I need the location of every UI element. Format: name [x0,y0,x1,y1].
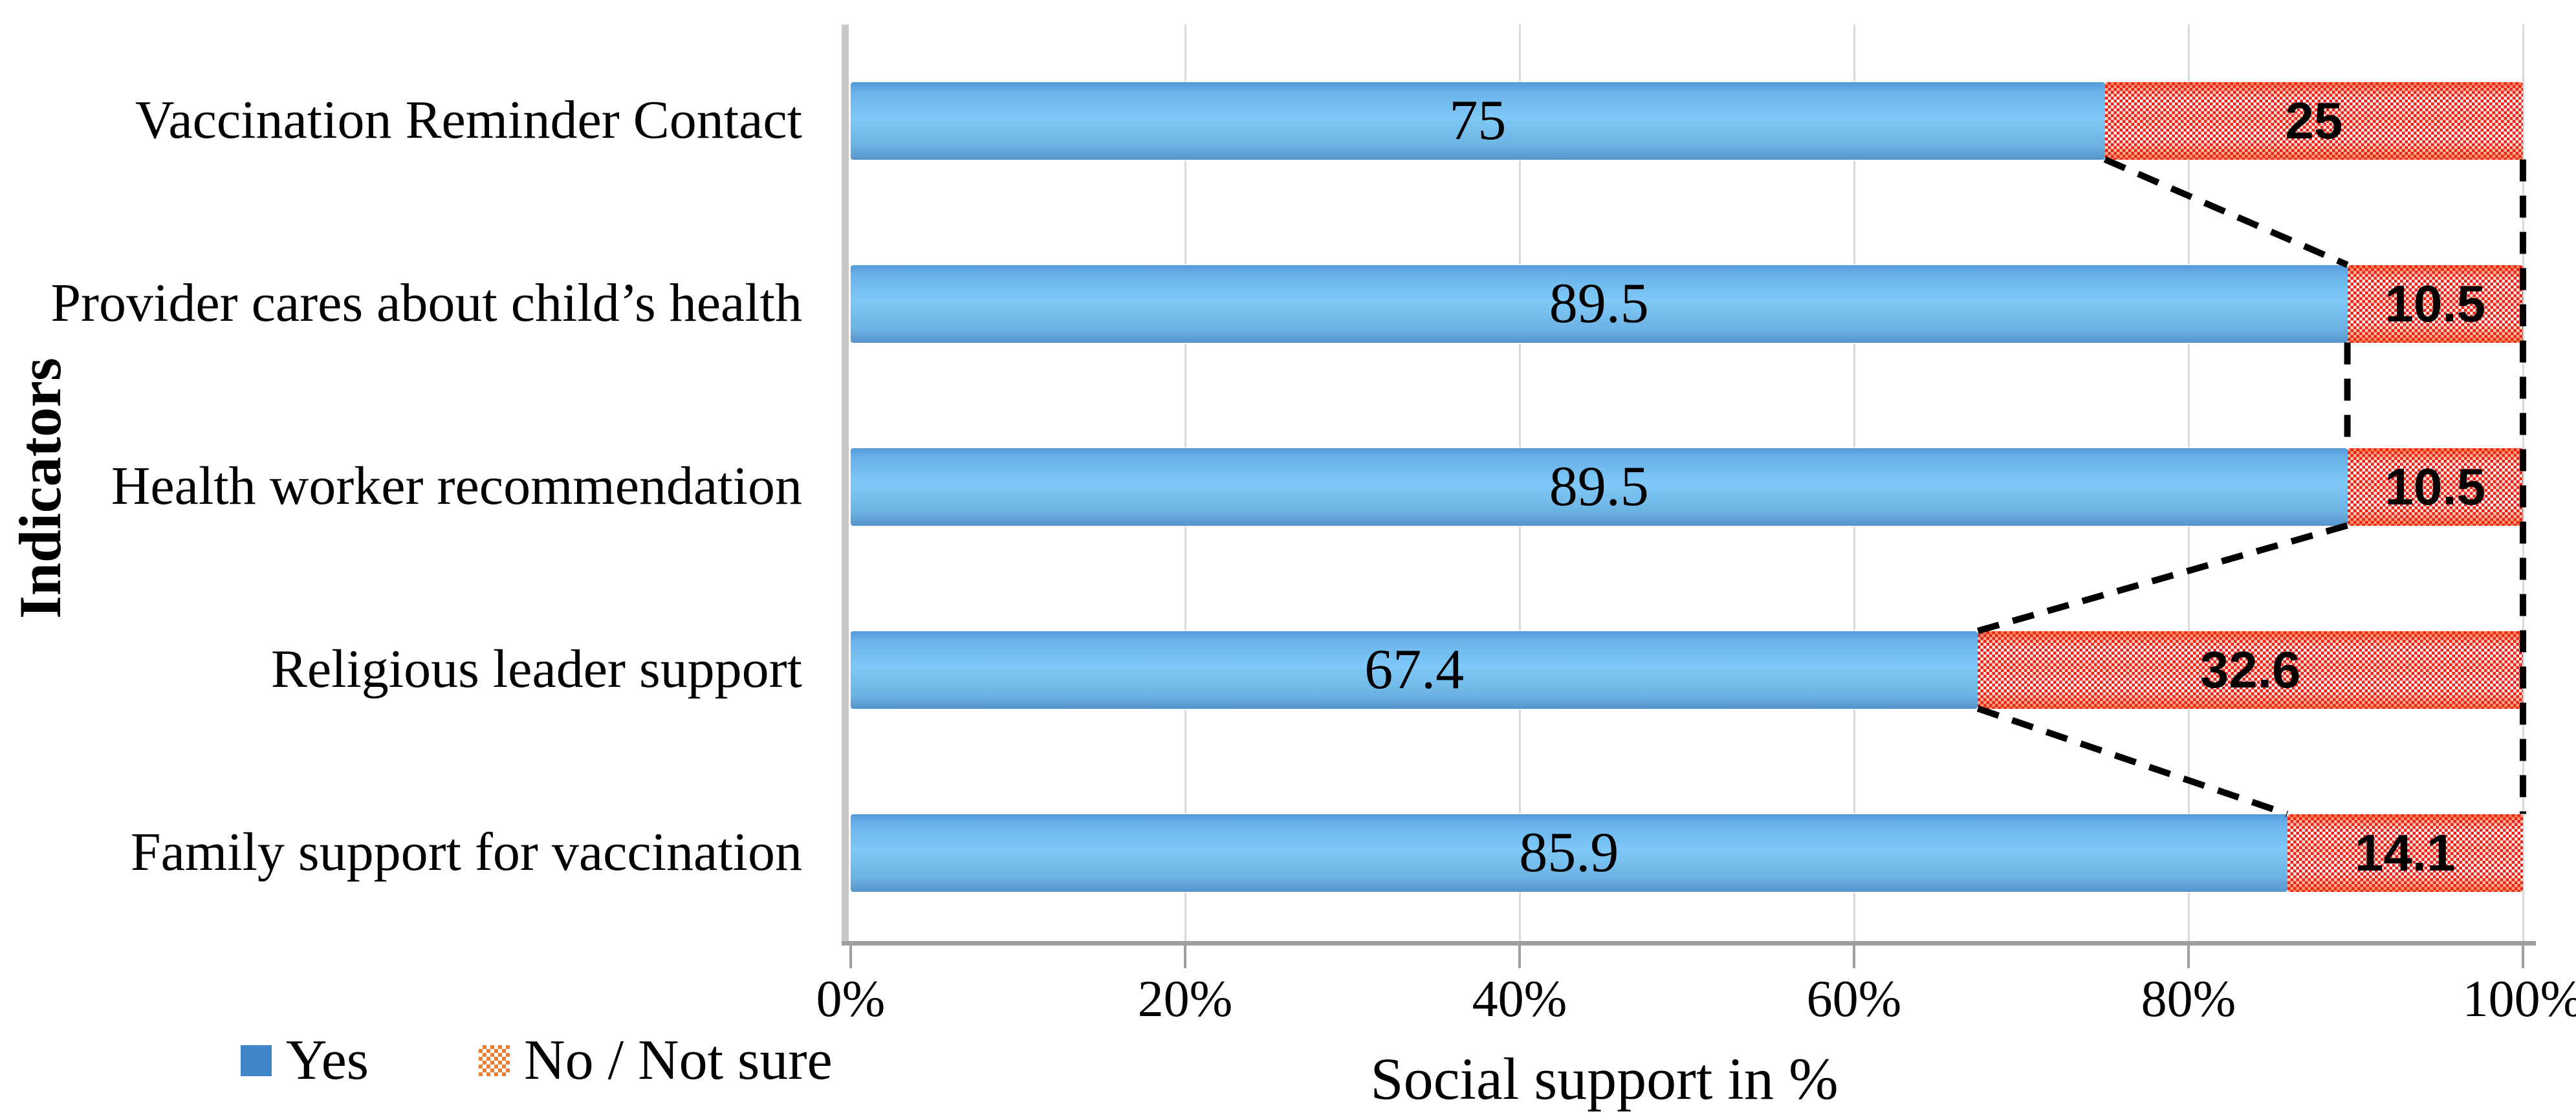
legend-swatch-no-pattern [479,1045,510,1076]
value-label-no: 32.6 [2199,640,2301,698]
category-label: Provider cares about child’s health [50,273,802,334]
legend-label: Yes [286,1029,369,1092]
bar-segment-no: 25 [2104,81,2523,160]
legend-item: No / Not sure [479,1032,833,1089]
value-label-yes: 89.5 [1549,272,1649,335]
value-label-yes: 89.5 [1549,455,1649,518]
bar-segment-no: 10.5 [2347,448,2523,526]
x-tick-label: 60% [1806,971,1902,1028]
bar-segment-yes: 75 [851,81,2105,160]
x-tick-label: 20% [1137,971,1233,1028]
value-label-no: 25 [2285,91,2343,149]
bar-row: 67.4 32.6 [851,631,2523,709]
bar-segment-yes: 85.9 [851,814,2287,892]
category-label: Health worker recommendation [111,456,802,517]
bar-row: 75 25 [851,81,2523,160]
bar-row: 89.5 10.5 [851,265,2523,343]
series-line [1976,705,2289,817]
x-tick-label: 40% [1472,971,1567,1028]
legend: Yes No / Not sure [241,1032,833,1089]
category-label: Religious leader support [270,639,802,700]
axis-tick [2187,945,2190,968]
bar-row: 85.9 14.1 [851,814,2523,892]
bar-segment-no: 32.6 [1978,631,2523,709]
category-label: Vaccination Reminder Contact [135,90,802,151]
axis-tick [1518,945,1521,968]
axis-tick [1184,945,1186,968]
legend-label: No / Not sure [524,1029,833,1092]
series-line [1976,522,2348,634]
value-label-no: 14.1 [2354,823,2456,882]
category-label: Family support for vaccination [130,822,802,883]
legend-swatch-yes [241,1045,272,1076]
axis-tick [1853,945,1855,968]
bar-segment-yes: 89.5 [851,265,2348,343]
axis-tick [2522,945,2524,968]
value-label-no: 10.5 [2385,274,2486,332]
bar-segment-yes: 89.5 [851,448,2348,526]
x-axis-line [842,941,2536,946]
value-label-yes: 67.4 [1364,638,1465,701]
value-label-yes: 75 [1449,89,1507,152]
legend-item: Yes [241,1032,369,1089]
x-tick-label: 80% [2141,971,2236,1028]
series-line [2103,156,2349,268]
bar-segment-no: 14.1 [2287,814,2523,892]
axis-tick [849,945,852,968]
y-axis-line [842,25,849,946]
bar-segment-no: 10.5 [2347,265,2523,343]
value-label-no: 10.5 [2385,457,2486,515]
x-tick-label: 100% [2462,971,2576,1028]
value-label-yes: 85.9 [1519,821,1619,884]
x-tick-label: 0% [816,971,886,1028]
bar-row: 89.5 10.5 [851,448,2523,526]
x-axis-title: Social support in % [1370,1046,1839,1112]
bar-segment-yes: 67.4 [851,631,1978,709]
